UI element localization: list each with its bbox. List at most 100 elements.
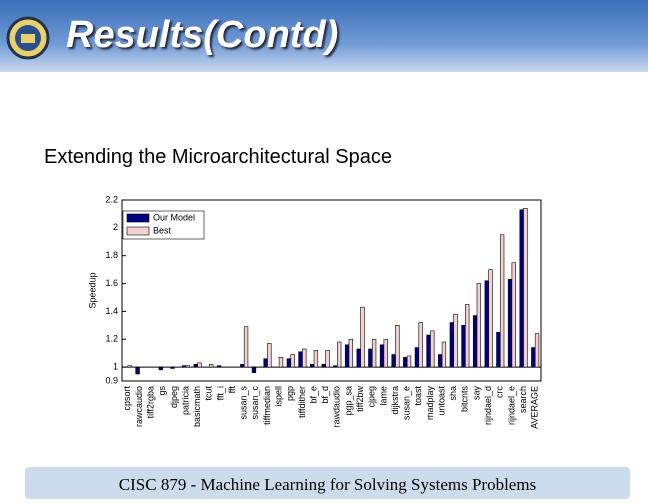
x-tick-label: bf_e <box>308 386 318 404</box>
x-tick-label: basicmath <box>192 386 202 427</box>
bar <box>430 330 435 368</box>
x-tick-label: rawcaudio <box>134 386 144 427</box>
y-tick-label: 1.6 <box>105 278 118 288</box>
bar <box>426 334 431 368</box>
x-tick-label: rijndael_e <box>506 386 516 425</box>
bar <box>251 366 257 373</box>
bar <box>441 341 447 368</box>
bar <box>496 331 501 368</box>
x-tick-label: AVERAGE <box>530 386 540 429</box>
bar <box>461 325 466 368</box>
x-tick-label: toast <box>413 386 423 406</box>
bar <box>290 354 295 368</box>
x-tick-label: susan_s <box>239 386 249 420</box>
y-tick-label: 1.4 <box>105 306 118 316</box>
bar <box>135 366 140 375</box>
x-tick-label: dijkstra <box>390 386 400 415</box>
x-tick-label: lame <box>378 386 388 406</box>
bar <box>449 322 455 368</box>
bar <box>278 357 284 368</box>
y-tick-label: 1.8 <box>105 250 118 260</box>
bar <box>127 365 132 368</box>
bar <box>344 344 350 368</box>
bar <box>333 365 338 368</box>
logo <box>6 16 50 60</box>
bar <box>488 269 493 368</box>
x-tick-label: fft <box>227 386 237 394</box>
bar <box>472 315 478 368</box>
x-tick-label: susan_c <box>250 386 260 420</box>
x-tick-label: susan_e <box>402 386 412 420</box>
x-tick-label: bitcnts <box>460 386 470 413</box>
x-tick-label: tiff2rgba <box>145 386 155 418</box>
bar <box>197 362 202 368</box>
x-tick-label: search <box>518 386 528 413</box>
bar <box>356 348 361 368</box>
bar <box>181 365 187 368</box>
bar <box>531 347 536 368</box>
bar <box>368 348 373 368</box>
legend-label: Our Model <box>153 212 195 222</box>
x-tick-label: untoast <box>436 386 446 416</box>
x-tick-label: gs <box>157 386 167 396</box>
bar <box>208 363 214 368</box>
bar <box>313 350 319 368</box>
x-tick-label: ispell <box>274 386 284 407</box>
bar <box>379 344 385 368</box>
bar <box>310 363 315 368</box>
bar <box>348 338 353 368</box>
x-tick-label: bf_d <box>320 386 330 404</box>
bar <box>298 351 303 368</box>
x-tick-label: tiffdither <box>297 386 307 418</box>
bar <box>267 343 272 368</box>
x-tick-label: fft_i <box>215 386 225 400</box>
bar <box>438 354 443 368</box>
bar <box>302 348 307 368</box>
legend-label: Best <box>153 225 172 235</box>
bar <box>453 313 458 368</box>
legend-swatch <box>126 213 150 223</box>
bar <box>499 234 505 368</box>
bar <box>321 363 326 368</box>
bar <box>406 355 412 368</box>
x-tick-label: say <box>471 386 481 401</box>
x-tick-label: madplay <box>425 386 435 421</box>
bar <box>383 338 388 368</box>
legend-swatch <box>126 226 150 236</box>
bar <box>476 283 482 368</box>
x-tick-label: rijndael_d <box>483 386 493 425</box>
bar <box>243 326 249 368</box>
bar <box>371 338 377 368</box>
bar <box>185 365 191 368</box>
x-tick-label: tiff2bw <box>355 386 365 412</box>
y-tick-label: 0.9 <box>105 375 118 385</box>
bar <box>511 262 516 368</box>
footer: CISC 879 - Machine Learning for Solving … <box>25 467 630 499</box>
x-tick-label: tiffmedian <box>262 386 272 425</box>
x-tick-label: sha <box>448 386 458 401</box>
x-tick-label: crc <box>495 386 505 398</box>
bar <box>360 306 365 368</box>
bar <box>534 333 540 368</box>
x-tick-label: pgp <box>285 386 295 401</box>
bar <box>484 280 489 368</box>
bar <box>286 358 292 368</box>
slide-title: Results(Contd) <box>66 14 339 56</box>
bar <box>325 350 330 368</box>
x-tick-label: pgp_sa <box>343 386 353 416</box>
x-tick-label: cpsort <box>122 386 132 411</box>
title-banner <box>0 0 648 72</box>
bar <box>519 209 524 368</box>
bar <box>170 366 175 369</box>
y-axis-label: Speedup <box>87 272 97 308</box>
bar <box>523 208 528 368</box>
bar <box>158 366 164 371</box>
slide-subtitle: Extending the Microarchitectural Space <box>44 146 392 168</box>
x-tick-label: tcut <box>204 386 214 401</box>
bar <box>418 322 423 368</box>
y-tick-label: 2 <box>113 222 118 232</box>
bar <box>216 365 222 368</box>
bar <box>403 357 408 368</box>
x-tick-label: djpeg <box>169 386 179 408</box>
